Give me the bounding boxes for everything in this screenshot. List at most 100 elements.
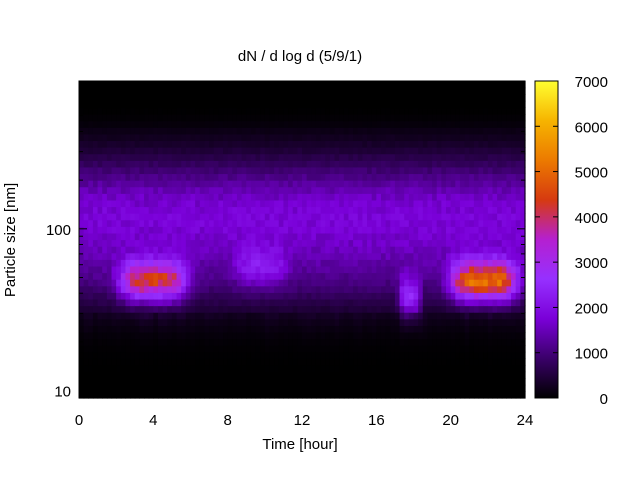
heatmap-cell bbox=[339, 312, 345, 320]
heatmap-cell bbox=[227, 219, 233, 227]
heatmap-cell bbox=[116, 351, 122, 359]
heatmap-cell bbox=[394, 87, 401, 95]
heatmap-cell bbox=[315, 193, 322, 201]
heatmap-cell bbox=[292, 186, 298, 194]
heatmap-cell bbox=[371, 305, 377, 313]
heatmap-cell bbox=[483, 94, 489, 102]
heatmap-cell bbox=[380, 378, 387, 386]
heatmap-cell bbox=[269, 100, 275, 109]
heatmap-cell bbox=[241, 206, 247, 214]
heatmap-cell bbox=[195, 160, 201, 168]
heatmap-cell bbox=[88, 252, 94, 260]
heatmap-cell bbox=[176, 279, 182, 287]
heatmap-cell bbox=[88, 265, 94, 274]
heatmap-cell bbox=[408, 180, 415, 188]
heatmap-cell bbox=[483, 298, 489, 307]
heatmap-cell bbox=[394, 166, 401, 175]
heatmap-cell bbox=[148, 193, 154, 201]
heatmap-cell bbox=[116, 160, 122, 168]
heatmap-cell bbox=[348, 107, 354, 115]
heatmap-cell bbox=[353, 120, 359, 128]
heatmap-cell bbox=[130, 193, 136, 201]
heatmap-cell bbox=[376, 272, 382, 280]
heatmap-cell bbox=[125, 345, 131, 353]
heatmap-cell bbox=[264, 213, 271, 221]
heatmap-cell bbox=[288, 312, 294, 320]
heatmap-cell bbox=[130, 252, 136, 260]
heatmap-cell bbox=[139, 232, 145, 241]
heatmap-cell bbox=[362, 133, 368, 142]
heatmap-cell bbox=[102, 351, 108, 359]
heatmap-cell bbox=[130, 153, 136, 161]
heatmap-cell bbox=[446, 114, 452, 122]
heatmap-cell bbox=[432, 265, 438, 274]
heatmap-cell bbox=[432, 226, 438, 234]
heatmap-cell bbox=[134, 246, 140, 254]
heatmap-cell bbox=[236, 166, 243, 175]
heatmap-cell bbox=[334, 206, 340, 214]
heatmap-cell bbox=[311, 94, 317, 102]
heatmap-cell bbox=[511, 213, 517, 221]
heatmap-cell bbox=[515, 120, 521, 128]
heatmap-cell bbox=[83, 153, 89, 161]
heatmap-cell bbox=[306, 246, 312, 254]
heatmap-cell bbox=[478, 193, 484, 201]
heatmap-cell bbox=[422, 279, 429, 287]
heatmap-cell bbox=[306, 391, 312, 399]
heatmap-cell bbox=[255, 232, 261, 241]
heatmap-cell bbox=[274, 391, 280, 399]
heatmap-cell bbox=[246, 213, 252, 221]
heatmap-cell bbox=[371, 272, 377, 280]
heatmap-cell bbox=[380, 199, 387, 208]
heatmap-cell bbox=[446, 391, 452, 399]
heatmap-cell bbox=[88, 160, 94, 168]
heatmap-cell bbox=[264, 246, 271, 254]
heatmap-cell bbox=[506, 292, 512, 300]
heatmap-cell bbox=[362, 239, 368, 247]
heatmap-cell bbox=[218, 81, 224, 89]
heatmap-cell bbox=[134, 166, 140, 175]
heatmap-cell bbox=[464, 358, 470, 366]
heatmap-cell bbox=[223, 140, 229, 148]
heatmap-cell bbox=[380, 345, 387, 353]
heatmap-cell bbox=[520, 219, 526, 227]
heatmap-cell bbox=[83, 378, 89, 386]
heatmap-cell bbox=[413, 193, 419, 201]
heatmap-cell bbox=[227, 325, 233, 333]
heatmap-cell bbox=[144, 160, 150, 168]
heatmap-cell bbox=[311, 318, 317, 326]
heatmap-cell bbox=[125, 378, 131, 386]
heatmap-cell bbox=[88, 133, 94, 142]
heatmap-cell bbox=[148, 331, 154, 340]
heatmap-cell bbox=[260, 279, 266, 287]
heatmap-cell bbox=[162, 358, 168, 366]
heatmap-cell bbox=[441, 120, 447, 128]
heatmap-cell bbox=[367, 193, 373, 201]
heatmap-cell bbox=[511, 239, 517, 247]
heatmap-cell bbox=[97, 94, 103, 102]
heatmap-cell bbox=[292, 133, 298, 142]
heatmap-cell bbox=[413, 252, 419, 260]
heatmap-cell bbox=[148, 292, 154, 300]
heatmap-cell bbox=[385, 312, 391, 320]
heatmap-cell bbox=[394, 338, 401, 346]
heatmap-cell bbox=[232, 364, 238, 373]
heatmap-cell bbox=[283, 193, 289, 201]
heatmap-cell bbox=[283, 305, 289, 313]
heatmap-cell bbox=[343, 364, 350, 373]
heatmap-cell bbox=[390, 272, 396, 280]
heatmap-cell bbox=[357, 371, 363, 379]
heatmap-cell bbox=[292, 358, 298, 366]
heatmap-cell bbox=[278, 114, 285, 122]
heatmap-cell bbox=[320, 153, 326, 161]
heatmap-cell bbox=[274, 193, 280, 201]
heatmap-cell bbox=[181, 384, 187, 392]
heatmap-cell bbox=[394, 219, 401, 227]
heatmap-cell bbox=[264, 351, 271, 359]
heatmap-cell bbox=[171, 318, 178, 326]
heatmap-cell bbox=[311, 213, 317, 221]
heatmap-cell bbox=[380, 279, 387, 287]
heatmap-cell bbox=[418, 232, 424, 241]
heatmap-cell bbox=[171, 364, 178, 373]
heatmap-cell bbox=[92, 272, 99, 280]
